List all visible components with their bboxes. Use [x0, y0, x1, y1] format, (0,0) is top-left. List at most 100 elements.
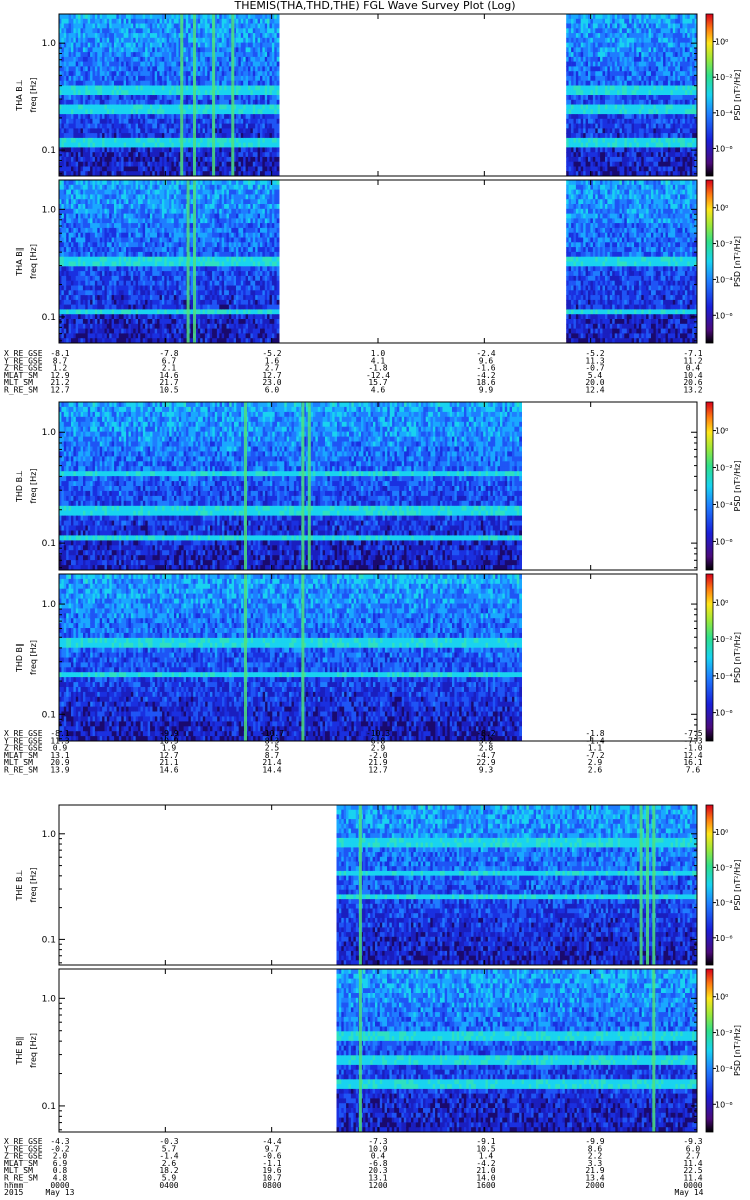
- heatmap-cell: [663, 52, 666, 58]
- heatmap-cell: [631, 37, 635, 44]
- heatmap-cell: [672, 75, 676, 82]
- heatmap-cell: [87, 33, 91, 39]
- heatmap-cell: [575, 99, 579, 106]
- heatmap-cell: [619, 23, 623, 29]
- heatmap-cell: [190, 28, 194, 34]
- heatmap-cell: [61, 152, 65, 158]
- heatmap-cell: [651, 90, 654, 96]
- heatmap-cell: [621, 75, 625, 82]
- heatmap-cell: [646, 71, 649, 77]
- heatmap-cell: [602, 156, 606, 163]
- heatmap-cell: [130, 114, 134, 120]
- heatmap-cell: [651, 52, 654, 58]
- heatmap-cell: [631, 47, 635, 53]
- heatmap-cell: [602, 118, 606, 125]
- heatmap-cell: [250, 18, 254, 25]
- heatmap-cell: [583, 23, 586, 29]
- heatmap-cell: [271, 75, 275, 82]
- heatmap-cell: [204, 95, 208, 101]
- heatmap-cell: [621, 33, 625, 39]
- heatmap-cell: [130, 99, 134, 106]
- heatmap-cell: [123, 37, 127, 44]
- heatmap-cell: [78, 152, 81, 158]
- heatmap-cell: [624, 166, 628, 172]
- heatmap-cell: [663, 85, 666, 91]
- heatmap-cell: [646, 147, 649, 153]
- heatmap-cell: [73, 137, 77, 144]
- heatmap-cell: [262, 71, 266, 77]
- heatmap-cell: [176, 90, 179, 96]
- heatmap-cell: [207, 161, 211, 167]
- heatmap-cell: [670, 85, 674, 91]
- heatmap-cell: [240, 161, 244, 167]
- heatmap-cell: [224, 56, 227, 63]
- heatmap-cell: [190, 66, 194, 72]
- heatmap-cell: [209, 123, 213, 129]
- heatmap-cell: [607, 42, 611, 48]
- heatmap-cell: [571, 137, 574, 144]
- heatmap-cell: [614, 118, 618, 125]
- heatmap-cell: [171, 33, 175, 39]
- heatmap-cell: [238, 152, 242, 158]
- heatmap-cell: [670, 95, 674, 101]
- heatmap-cell: [71, 61, 74, 67]
- heatmap-cell: [78, 118, 81, 125]
- heatmap-cell: [97, 142, 101, 148]
- heatmap-cell: [90, 152, 93, 158]
- heatmap-cell: [658, 23, 661, 29]
- heatmap-cell: [178, 156, 182, 163]
- heatmap-cell: [200, 66, 203, 72]
- heatmap-cell: [274, 42, 278, 48]
- heatmap-cell: [626, 166, 630, 172]
- heatmap-cell: [128, 28, 132, 34]
- heatmap-cell: [626, 42, 630, 48]
- heatmap-cell: [80, 14, 84, 20]
- heatmap-cell: [145, 133, 148, 139]
- heatmap-cell: [185, 95, 189, 101]
- heatmap-cell: [173, 95, 177, 101]
- heatmap-cell: [675, 47, 678, 53]
- heatmap-cell: [114, 123, 117, 129]
- heatmap-cell: [185, 171, 189, 177]
- heatmap-cell: [621, 161, 625, 167]
- heatmap-cell: [102, 152, 105, 158]
- heatmap-cell: [102, 133, 105, 139]
- heatmap-cell: [73, 56, 77, 63]
- heatmap-cell: [114, 114, 117, 120]
- heatmap-cell: [80, 42, 84, 48]
- heatmap-cell: [240, 95, 244, 101]
- heatmap-cell: [142, 147, 146, 153]
- heatmap-cell: [200, 99, 203, 106]
- heatmap-cell: [224, 152, 227, 158]
- heatmap-cell: [190, 71, 194, 77]
- heatmap-cell: [575, 128, 579, 134]
- heatmap-cell: [59, 42, 62, 48]
- heatmap-cell: [240, 128, 244, 134]
- heatmap-cell: [114, 147, 117, 153]
- heatmap-cell: [157, 14, 160, 20]
- heatmap-cell: [188, 118, 191, 125]
- heatmap-cell: [619, 123, 623, 129]
- heatmap-cell: [663, 161, 666, 167]
- heatmap-cell: [59, 71, 62, 77]
- heatmap-cell: [104, 33, 108, 39]
- heatmap-cell: [638, 142, 642, 148]
- heatmap-cell: [80, 28, 84, 34]
- heatmap-cell: [643, 133, 647, 139]
- heatmap-cell: [178, 114, 182, 120]
- heatmap-cell: [68, 99, 72, 106]
- heatmap-cell: [219, 152, 223, 158]
- heatmap-cell: [63, 171, 67, 177]
- heatmap-cell: [580, 37, 584, 44]
- heatmap-cell: [682, 71, 686, 77]
- heatmap-cell: [687, 114, 691, 120]
- heatmap-cell: [142, 137, 146, 144]
- heatmap-cell: [680, 166, 683, 172]
- heatmap-cell: [202, 33, 206, 39]
- heatmap-cell: [166, 99, 170, 106]
- heatmap-cell: [641, 133, 645, 139]
- heatmap-cell: [245, 90, 249, 96]
- heatmap-cell: [621, 28, 625, 34]
- heatmap-cell: [267, 85, 270, 91]
- heatmap-cell: [585, 171, 589, 177]
